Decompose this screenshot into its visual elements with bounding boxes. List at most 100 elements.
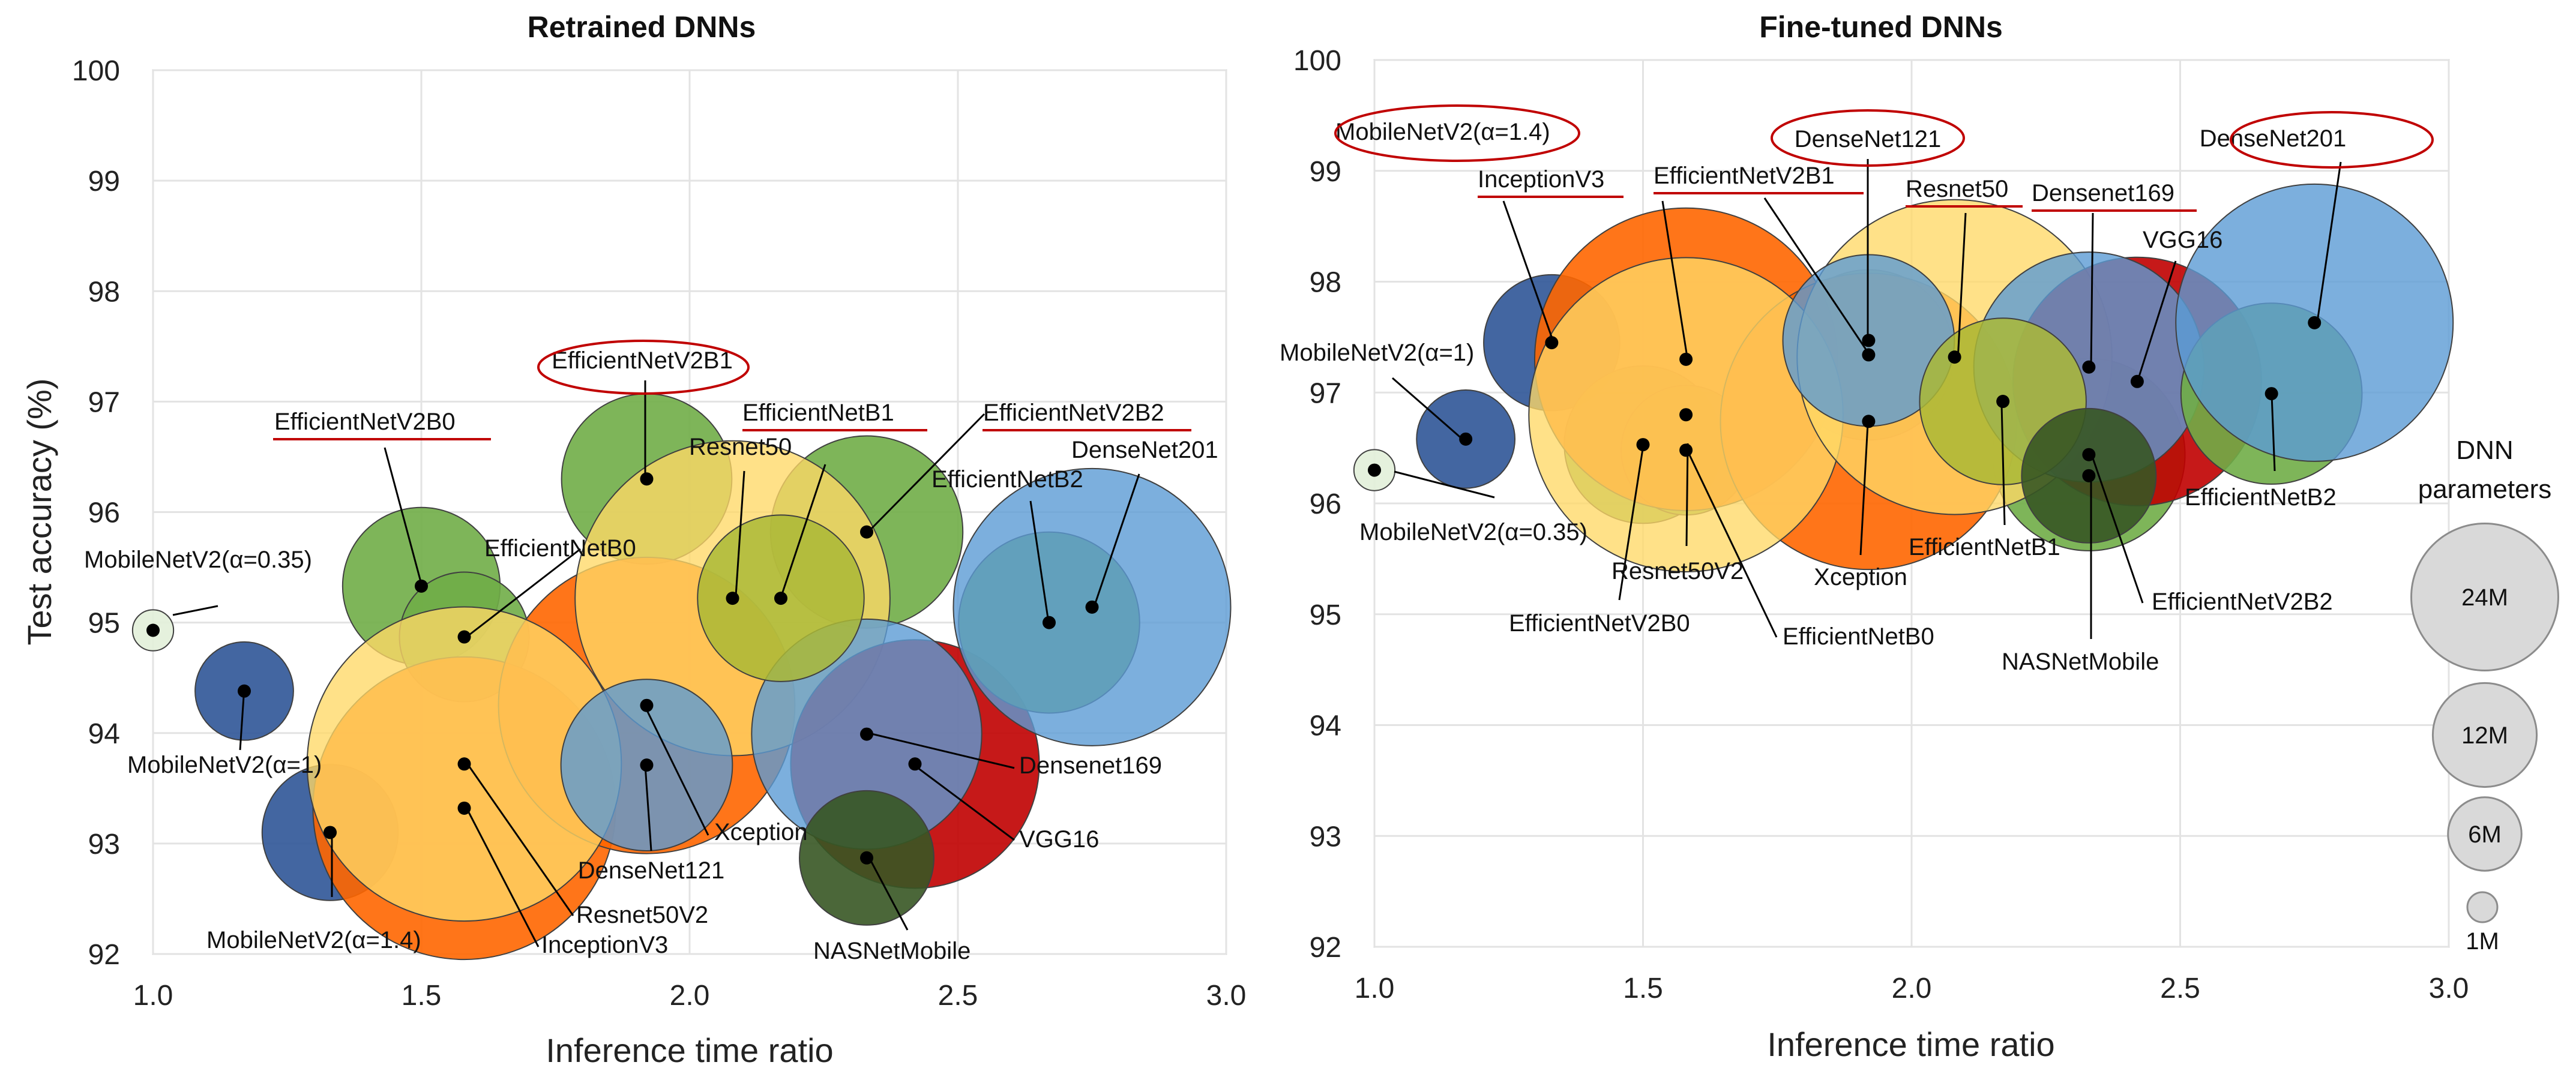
legend-label-6m: 6M (2468, 821, 2502, 848)
label-mobilenetv2-a1: MobileNetV2(α=1) (127, 752, 322, 778)
dot-efficientnetv2b0 (1636, 438, 1650, 452)
x-tick-label: 2.5 (2160, 973, 2200, 1004)
callout-line-nasnetmobile (868, 858, 909, 931)
callout-line-efficientnetv2b0 (384, 447, 423, 587)
label-densenet169: Densenet169 (2032, 180, 2174, 206)
dot-inceptionv3 (1679, 352, 1693, 366)
dot-efficientnetb2 (2265, 387, 2278, 401)
dot-mobilenetv2-a1-4 (324, 826, 337, 839)
label-inceptionv3: InceptionV3 (1478, 166, 1604, 193)
dot-resnet50v2 (1679, 408, 1693, 422)
callout-line-efficientnetb0 (1687, 451, 1778, 638)
callout-line-mobilenetv2-a1 (239, 696, 245, 751)
dot-densenet169 (2082, 360, 2096, 374)
chart-retrained: Retrained DNNs MobileNetV2(α=0.35)Mobile… (20, 10, 1246, 1069)
label-vgg16: VGG16 (2143, 227, 2222, 253)
dot-efficientnetb1 (1996, 395, 2010, 409)
label-densenet121: DenseNet121 (578, 857, 725, 884)
callout-line-efficientnetv2b2 (868, 413, 986, 532)
dot-densenet201 (2308, 316, 2322, 329)
label-efficientnetv2b2: EfficientNetV2B2 (983, 400, 1164, 426)
dot-efficientnetb0 (457, 630, 471, 644)
label-efficientnetb1: EfficientNetB1 (1909, 534, 2060, 560)
callout-line-xception (644, 706, 709, 836)
tick-labels: 92 93 94 95 96 97 98 99 100 1.0 1.5 2.0 2.5 3.0 (1293, 45, 2469, 1004)
chart-fine-tuned: Fine-tuned DNNs MobileNetV2(α=0.35)Mobil… (1280, 10, 2469, 1063)
label-mobilenetv2-a1-4: MobileNetV2(α=1.4) (206, 927, 421, 953)
label-resnet50: Resnet50 (689, 434, 792, 460)
y-tick-label: 94 (1310, 710, 1341, 742)
label-efficientnetb0: EfficientNetB0 (484, 535, 636, 562)
dot-efficientnetv2b1 (640, 472, 654, 486)
callout-line-resnet50v2 (1685, 443, 1689, 547)
legend-label-24m: 24M (2461, 584, 2508, 611)
callout-line-mobilenetv2-a0-35 (1394, 470, 1495, 499)
y-tick-label: 100 (72, 55, 120, 87)
x-axis-label: Inference time ratio (1767, 1025, 2054, 1063)
y-tick-label: 97 (1310, 377, 1341, 409)
x-tick-label: 1.0 (1355, 973, 1395, 1004)
x-tick-label: 1.5 (402, 980, 442, 1012)
callout-line-inceptionv3 (466, 808, 540, 947)
label-efficientnetv2b0: EfficientNetV2B0 (274, 409, 456, 435)
label-nasnetmobile: NASNetMobile (813, 938, 971, 964)
legend-bubble-12m (2431, 682, 2538, 788)
callout-line-efficientnetv2b1 (1763, 197, 1869, 353)
label-efficientnetb0: EfficientNetB0 (1783, 623, 1934, 650)
dot-densenet121 (640, 758, 654, 772)
x-tick-label: 1.5 (1623, 973, 1663, 1004)
x-axis-label: Inference time ratio (546, 1031, 833, 1069)
dot-vgg16 (908, 757, 922, 771)
y-axis-label: Test accuracy (%) (20, 379, 58, 646)
y-tick-label: 96 (88, 497, 120, 529)
callout-line-resnet50 (1957, 212, 1967, 361)
marker-dots (1368, 316, 2322, 482)
dot-xception (640, 698, 654, 712)
callout-line-efficientnetb2 (2271, 394, 2276, 472)
callout-line-vgg16 (2135, 260, 2177, 385)
label-inceptionv3: InceptionV3 (541, 932, 668, 958)
point-labels: MobileNetV2(α=0.35) MobileNetV2(α=1) Mobil… (1280, 104, 2434, 675)
label-mobilenetv2-a0-35: MobileNetV2(α=0.35) (84, 547, 312, 573)
callout-line-efficientnetv2b2 (2090, 452, 2144, 604)
dot-mobilenetv2-a0-35 (146, 623, 160, 637)
callout-lines (1392, 159, 2342, 639)
y-tick-label: 99 (88, 166, 120, 197)
legend-bubble-1m (2466, 891, 2499, 923)
point-labels: MobileNetV2(α=0.35) MobileNetV2(α=1) Mobil… (84, 340, 1218, 964)
legend-title-line2: parameters (2418, 475, 2552, 504)
callout-line-efficientnetb0 (466, 548, 581, 638)
y-tick-label: 97 (88, 386, 120, 418)
highlight-ellipse-mobilenetv2-a1-4 (1334, 104, 1580, 162)
y-tick-label: 98 (1310, 267, 1341, 299)
tick-labels: 92 93 94 95 96 97 98 99 100 1.0 1.5 2.0 2.5 3.0 (72, 55, 1246, 1012)
y-tick-label: 98 (88, 276, 120, 308)
dot-mobilenetv2-a0-35 (1368, 463, 1381, 477)
callout-line-vgg16 (914, 764, 1015, 841)
highlight-ellipse-densenet121 (1771, 109, 1965, 167)
callout-line-inceptionv3 (1661, 200, 1689, 361)
dot-vgg16 (2130, 374, 2144, 388)
dot-densenet169 (860, 727, 874, 741)
label-densenet169: Densenet169 (1019, 752, 1162, 779)
marker-dots (146, 472, 1099, 865)
y-tick-label: 92 (88, 939, 120, 971)
callout-line-densenet121 (644, 765, 652, 851)
label-efficientnetb2: EfficientNetB2 (931, 466, 1083, 493)
dot-resnet50 (1948, 350, 1961, 364)
dot-nasnetmobile (860, 851, 874, 865)
dot-efficientnetb0 (1679, 443, 1693, 457)
label-efficientnetv2b1: EfficientNetV2B1 (552, 347, 733, 374)
y-tick-label: 92 (1310, 932, 1341, 964)
callout-line-densenet201 (2316, 161, 2342, 326)
label-efficientnetv2b1: EfficientNetV2B1 (1654, 163, 1835, 189)
legend-items: 24M 12M 6M 1M (2410, 523, 2559, 955)
label-mobilenetv2-a1-4: MobileNetV2(α=1.4) (1335, 119, 1550, 145)
y-tick-label: 95 (1310, 599, 1341, 631)
dot-efficientnetv2b2 (860, 525, 874, 539)
callout-line-efficientnetb1 (2000, 404, 2006, 526)
y-tick-label: 93 (1310, 821, 1341, 853)
callout-line-mobilenetv2-a0-35 (172, 605, 218, 616)
label-mobilenetv2-a0-35: MobileNetV2(α=0.35) (1359, 519, 1587, 545)
